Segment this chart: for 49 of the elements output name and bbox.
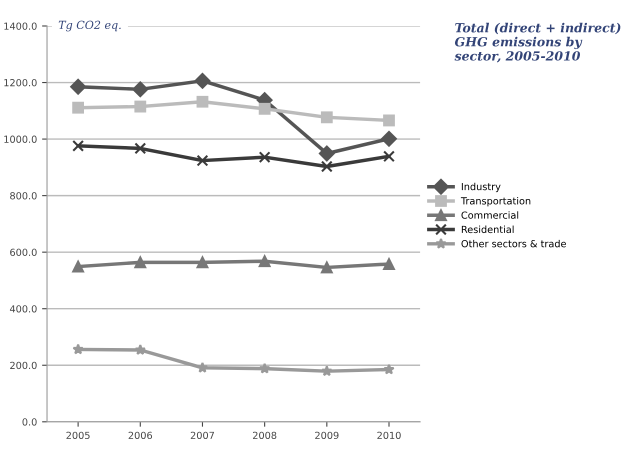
legend-label: Other sectors & trade [461, 240, 566, 248]
y-tick-label: 600.0 [10, 248, 37, 256]
legend-label: Residential [462, 226, 514, 234]
y-tick-label: 1200.0 [4, 79, 37, 86]
point [258, 151, 271, 164]
y-tick-label: 1400.0 [4, 22, 37, 30]
point [320, 111, 333, 124]
point [381, 130, 397, 147]
point [72, 102, 84, 114]
point [383, 364, 395, 374]
point [383, 258, 395, 270]
point [258, 362, 270, 374]
point [134, 256, 146, 268]
legend-label: Commercial [461, 211, 518, 219]
y-tick-label: 0.0 [22, 418, 37, 426]
x-tick-label: 2008 [252, 432, 276, 440]
point [320, 262, 333, 274]
legend-label: Industry [462, 182, 501, 192]
point [72, 344, 84, 354]
point [196, 96, 208, 108]
x-tick-label: 2007 [190, 432, 214, 440]
legend-label: Transportation [460, 197, 530, 206]
point [258, 102, 271, 115]
point [72, 260, 84, 272]
point [134, 142, 146, 154]
point [134, 344, 146, 355]
point [194, 72, 210, 89]
point [72, 140, 84, 152]
text: Total (direct + indirect) GHG emissions by sector, 2005-2010 [454, 22, 620, 63]
x-tick-label: 2006 [128, 432, 152, 440]
x-tick-label: 2010 [377, 432, 401, 440]
point [258, 255, 271, 268]
x-tick-label: 2009 [315, 432, 339, 440]
x-tick-label: 2005 [66, 432, 90, 440]
y-axis-title: Tg CO2 eq. [58, 20, 121, 32]
point [70, 78, 86, 95]
y-tick-label: 1000.0 [4, 136, 37, 143]
point [383, 150, 395, 162]
point [318, 146, 335, 162]
point [320, 160, 333, 172]
point [196, 154, 208, 166]
point [321, 365, 332, 376]
point [196, 256, 208, 268]
y-tick-label: 800.0 [10, 192, 37, 200]
point [134, 100, 146, 112]
point [132, 81, 148, 98]
y-tick-label: 200.0 [10, 362, 37, 370]
y-tick-label: 400.0 [10, 305, 37, 313]
point [383, 114, 395, 126]
